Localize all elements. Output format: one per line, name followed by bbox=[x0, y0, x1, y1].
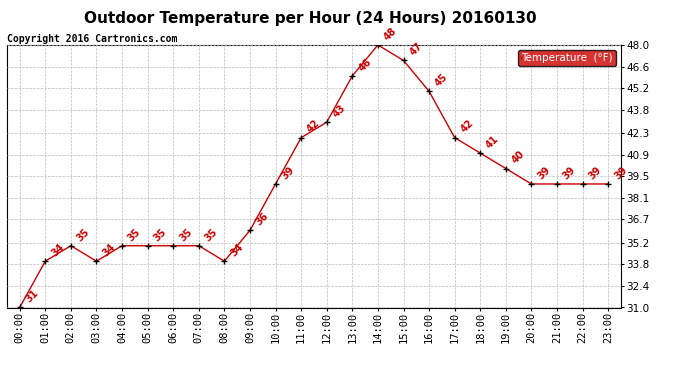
Text: 34: 34 bbox=[50, 242, 66, 258]
Text: 41: 41 bbox=[484, 134, 501, 150]
Text: 42: 42 bbox=[459, 118, 475, 135]
Text: 35: 35 bbox=[152, 226, 168, 243]
Text: 34: 34 bbox=[228, 242, 245, 258]
Text: 40: 40 bbox=[510, 149, 526, 166]
Text: 43: 43 bbox=[331, 103, 348, 119]
Text: 35: 35 bbox=[126, 226, 143, 243]
Text: 39: 39 bbox=[612, 165, 629, 181]
Legend: Temperature  (°F): Temperature (°F) bbox=[518, 50, 615, 66]
Text: 42: 42 bbox=[305, 118, 322, 135]
Text: 45: 45 bbox=[433, 72, 450, 88]
Text: 46: 46 bbox=[357, 57, 373, 73]
Text: 47: 47 bbox=[408, 41, 424, 58]
Text: 35: 35 bbox=[177, 226, 194, 243]
Text: 39: 39 bbox=[535, 165, 552, 181]
Text: 31: 31 bbox=[24, 288, 41, 305]
Text: Copyright 2016 Cartronics.com: Copyright 2016 Cartronics.com bbox=[7, 34, 177, 44]
Text: 39: 39 bbox=[586, 165, 603, 181]
Text: 36: 36 bbox=[254, 211, 270, 228]
Text: 35: 35 bbox=[203, 226, 219, 243]
Text: 35: 35 bbox=[75, 226, 92, 243]
Text: 48: 48 bbox=[382, 26, 399, 42]
Text: 34: 34 bbox=[101, 242, 117, 258]
Text: 39: 39 bbox=[279, 165, 296, 181]
Text: Outdoor Temperature per Hour (24 Hours) 20160130: Outdoor Temperature per Hour (24 Hours) … bbox=[84, 11, 537, 26]
Text: 39: 39 bbox=[561, 165, 578, 181]
